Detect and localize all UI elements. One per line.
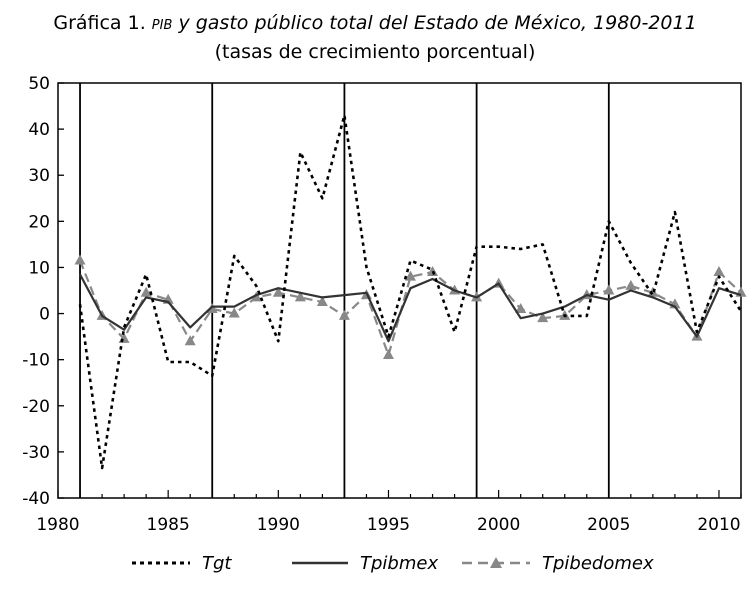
title-rest: y gasto público total del Estado de Méxi… — [178, 12, 697, 34]
y-tick-label: -30 — [22, 443, 50, 463]
y-tick-label: 20 — [28, 212, 50, 232]
data-point-tpibedomex — [250, 291, 262, 302]
y-tick-label: -40 — [22, 489, 50, 509]
y-tick-label: 0 — [39, 305, 50, 325]
y-tick-label: -10 — [22, 351, 50, 371]
x-tick-label: 1980 — [36, 515, 79, 535]
y-tick-label: 10 — [28, 258, 50, 278]
data-point-tpibedomex — [405, 270, 417, 281]
data-point-tpibedomex — [515, 302, 527, 313]
chart-subtitle: (tasas de crecimiento porcentual) — [214, 41, 536, 63]
legend-swatch-tpibedomex — [462, 557, 530, 568]
data-point-tpibedomex — [228, 307, 240, 318]
legend-swatch-tgt — [132, 561, 190, 565]
data-point-tpibedomex — [735, 286, 747, 297]
y-tick-label: 50 — [28, 74, 50, 94]
legend-label-tpibedomex: Tpibedomex — [542, 552, 654, 574]
data-point-tpibedomex — [294, 291, 306, 302]
legend-item-tgt: Tgt — [130, 548, 231, 578]
data-point-tpibedomex — [427, 266, 439, 277]
legend-item-tpibedomex: Tpibedomex — [460, 548, 654, 578]
data-point-tpibedomex — [316, 296, 328, 307]
x-tick-label: 2010 — [697, 515, 740, 535]
data-point-tpibedomex — [272, 286, 284, 297]
data-point-tpibedomex — [382, 349, 394, 360]
x-tick-label: 2000 — [477, 515, 520, 535]
legend-label-tgt: Tgt — [202, 552, 232, 574]
y-tick-label: 30 — [28, 166, 50, 186]
data-point-tpibedomex — [713, 266, 725, 277]
data-point-tpibedomex — [184, 335, 196, 346]
title-abbr: PIB — [151, 18, 173, 33]
data-point-tpibedomex — [140, 286, 152, 297]
data-point-tpibedomex — [338, 309, 350, 320]
data-point-tpibedomex — [625, 279, 637, 290]
chart-title: Gráfica 1. PIB y gasto público total del… — [0, 10, 750, 65]
data-point-tpibedomex — [537, 312, 549, 323]
x-tick-label: 2005 — [587, 515, 630, 535]
plot-area — [57, 82, 742, 499]
series-line-tgt — [78, 114, 743, 470]
x-tick-label: 1995 — [367, 515, 410, 535]
title-prefix: Gráfica 1. — [53, 12, 146, 34]
x-tick-label: 1985 — [147, 515, 190, 535]
y-tick-label: 40 — [28, 120, 50, 140]
legend: Tgt Tpibmex Tpibedomex — [0, 548, 750, 578]
y-tick-label: -20 — [22, 397, 50, 417]
series-line-tpibmex — [79, 273, 742, 343]
data-point-tpibedomex — [74, 254, 86, 265]
data-point-tpibedomex — [603, 284, 615, 295]
legend-item-tpibmex: Tpibmex — [290, 548, 438, 578]
legend-swatch-tpibmex — [292, 561, 348, 565]
legend-label-tpibmex: Tpibmex — [360, 552, 439, 574]
x-tick-label: 1990 — [257, 515, 300, 535]
